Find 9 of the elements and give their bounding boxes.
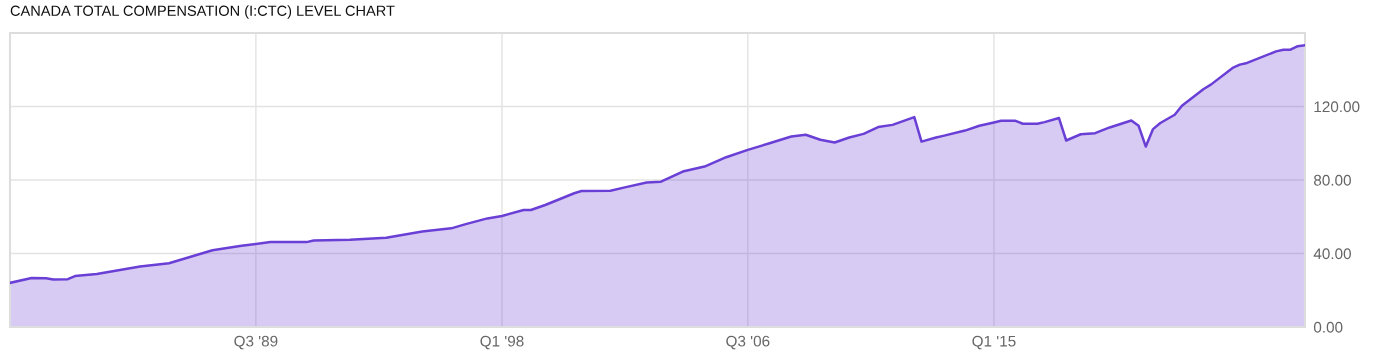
chart-title: CANADA TOTAL COMPENSATION (I:CTC) LEVEL CHART <box>10 5 395 19</box>
x-tick-label: Q3 '89 <box>234 335 278 350</box>
y-tick-label: 80.00 <box>1314 174 1351 186</box>
y-tick-label: 120.00 <box>1314 101 1360 113</box>
x-tick-label: Q3 '06 <box>726 335 770 350</box>
x-tick-label: Q1 '98 <box>480 335 524 350</box>
y-tick-label: 0.00 <box>1313 321 1343 333</box>
x-tick-label: Q1 '15 <box>972 335 1016 350</box>
y-tick-label: 40.00 <box>1313 248 1351 260</box>
